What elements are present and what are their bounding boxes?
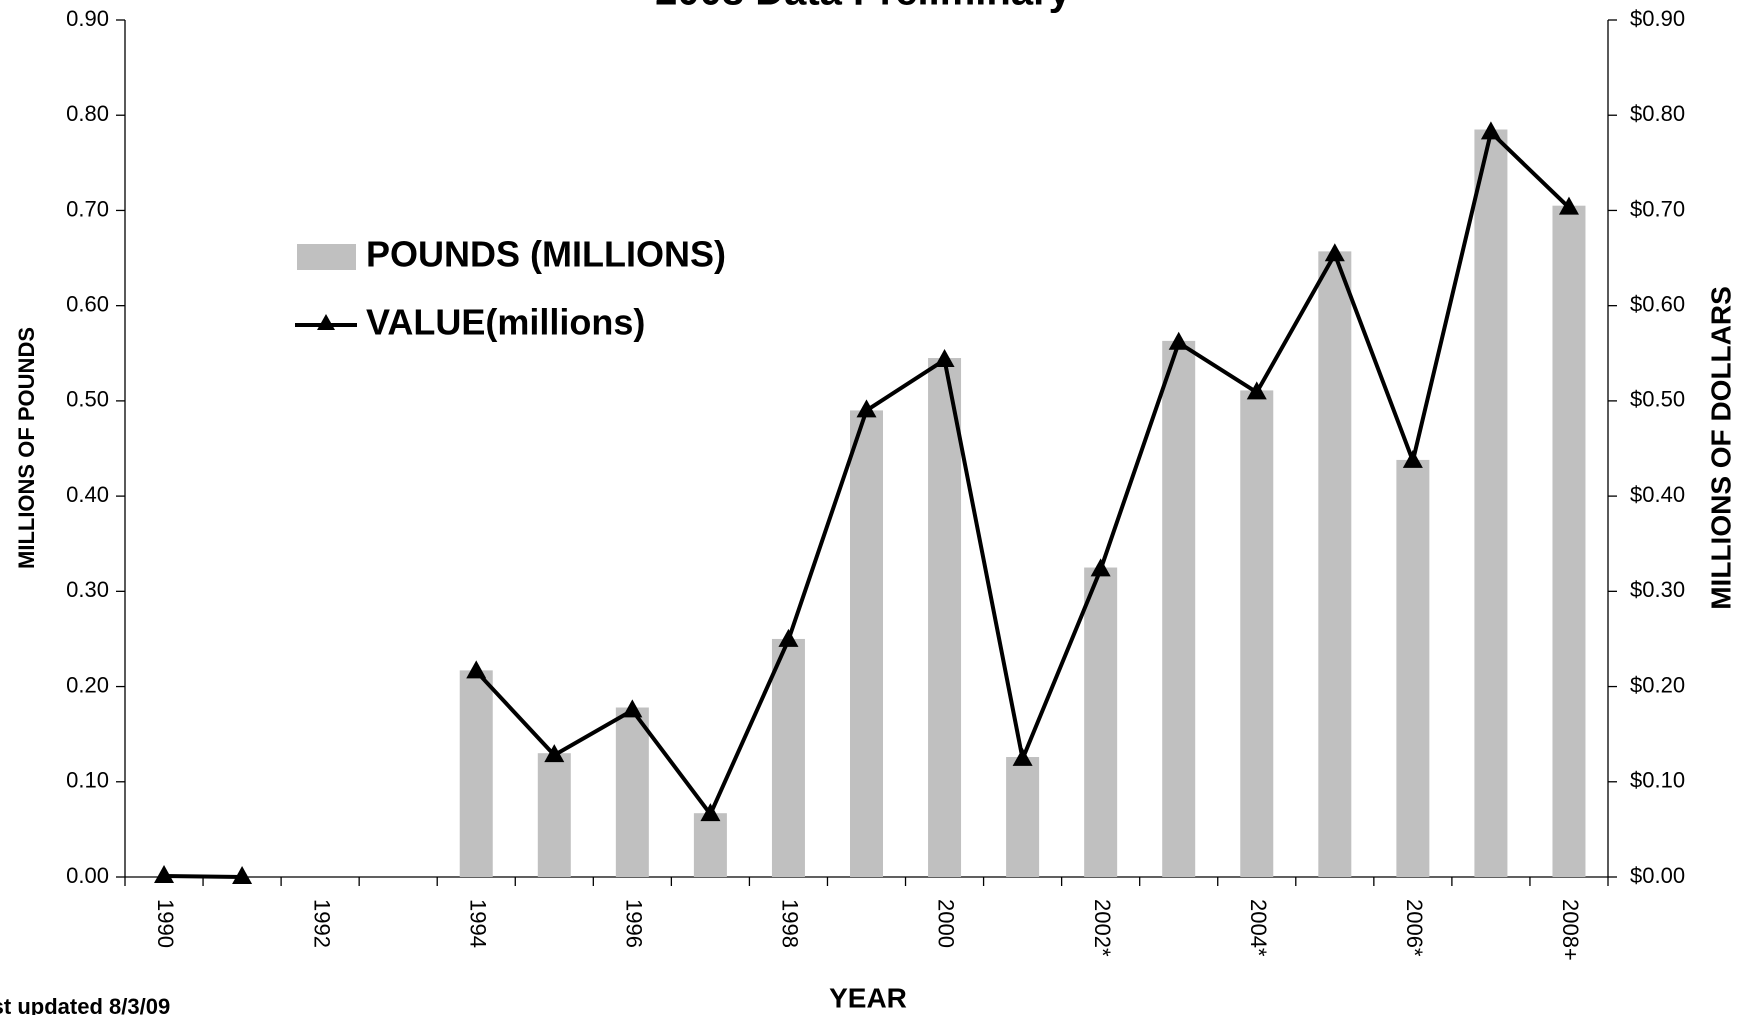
y2-axis-title: MILLIONS OF DOLLARS bbox=[1705, 286, 1736, 610]
legend-label: VALUE(millions) bbox=[366, 302, 645, 343]
y2-tick-label: $0.50 bbox=[1630, 387, 1685, 412]
x-tick-label: 2002* bbox=[1090, 899, 1115, 957]
y2-tick-label: $0.10 bbox=[1630, 768, 1685, 793]
y-tick-label: 0.90 bbox=[66, 6, 109, 31]
bar bbox=[928, 358, 962, 877]
x-tick-label: 2006* bbox=[1402, 899, 1427, 957]
bar bbox=[1240, 390, 1274, 877]
y-tick-label: 0.50 bbox=[66, 387, 109, 412]
y2-tick-label: $0.80 bbox=[1630, 101, 1685, 126]
bar bbox=[771, 638, 805, 877]
bar bbox=[1396, 459, 1430, 877]
marker bbox=[1324, 243, 1345, 262]
marker bbox=[778, 628, 799, 647]
marker bbox=[856, 399, 877, 418]
bar bbox=[693, 813, 727, 877]
marker bbox=[1168, 331, 1189, 350]
bar bbox=[1084, 567, 1118, 877]
y-tick-label: 0.00 bbox=[66, 863, 109, 888]
legend-label: POUNDS (MILLIONS) bbox=[366, 234, 726, 275]
y2-tick-label: $0.60 bbox=[1630, 291, 1685, 316]
y-axis-title: MILLIONS OF POUNDS bbox=[14, 327, 39, 569]
marker bbox=[232, 866, 253, 884]
y2-tick-label: $0.40 bbox=[1630, 482, 1685, 507]
y-tick-label: 0.20 bbox=[66, 672, 109, 697]
marker bbox=[1090, 558, 1111, 577]
legend-swatch bbox=[297, 244, 356, 270]
bar bbox=[1474, 129, 1508, 877]
x-tick-label: 1998 bbox=[778, 899, 803, 948]
bar bbox=[537, 753, 571, 877]
y2-tick-label: $0.90 bbox=[1630, 6, 1685, 31]
marker bbox=[154, 865, 175, 884]
footnote: Last updated 8/3/09 bbox=[0, 994, 170, 1015]
y-tick-label: 0.60 bbox=[66, 291, 109, 316]
bar bbox=[615, 707, 649, 877]
x-tick-label: 1996 bbox=[622, 899, 647, 948]
bar bbox=[1006, 757, 1040, 877]
marker bbox=[1012, 747, 1033, 766]
marker bbox=[1480, 121, 1501, 140]
x-tick-label: 1994 bbox=[465, 899, 490, 948]
marker bbox=[1558, 196, 1579, 215]
legend-marker bbox=[317, 314, 335, 330]
marker bbox=[1246, 381, 1267, 400]
marker bbox=[544, 744, 565, 763]
y-tick-label: 0.70 bbox=[66, 196, 109, 221]
bar bbox=[459, 670, 493, 877]
y-tick-label: 0.80 bbox=[66, 101, 109, 126]
bar bbox=[1318, 251, 1352, 877]
marker bbox=[622, 699, 643, 718]
bar bbox=[850, 410, 883, 877]
marker bbox=[1402, 449, 1423, 468]
bar bbox=[1552, 205, 1586, 877]
bar bbox=[1162, 340, 1196, 877]
x-tick-label: 1992 bbox=[309, 899, 334, 948]
x-tick-label: 1990 bbox=[153, 899, 178, 948]
y2-tick-label: $0.00 bbox=[1630, 863, 1685, 888]
marker bbox=[934, 348, 955, 367]
y-tick-label: 0.40 bbox=[66, 482, 109, 507]
x-tick-label: 2000 bbox=[934, 899, 959, 948]
x-tick-label: 2008+ bbox=[1558, 899, 1583, 961]
y2-tick-label: $0.70 bbox=[1630, 196, 1685, 221]
y2-tick-label: $0.20 bbox=[1630, 672, 1685, 697]
x-axis-title: YEAR bbox=[829, 982, 907, 1013]
chart-title: 2008 Data Preliminary bbox=[655, 0, 1072, 14]
y-tick-label: 0.10 bbox=[66, 768, 109, 793]
marker bbox=[700, 803, 721, 822]
marker bbox=[466, 660, 487, 679]
y-tick-label: 0.30 bbox=[66, 577, 109, 602]
y2-tick-label: $0.30 bbox=[1630, 577, 1685, 602]
x-tick-label: 2004* bbox=[1246, 899, 1271, 957]
